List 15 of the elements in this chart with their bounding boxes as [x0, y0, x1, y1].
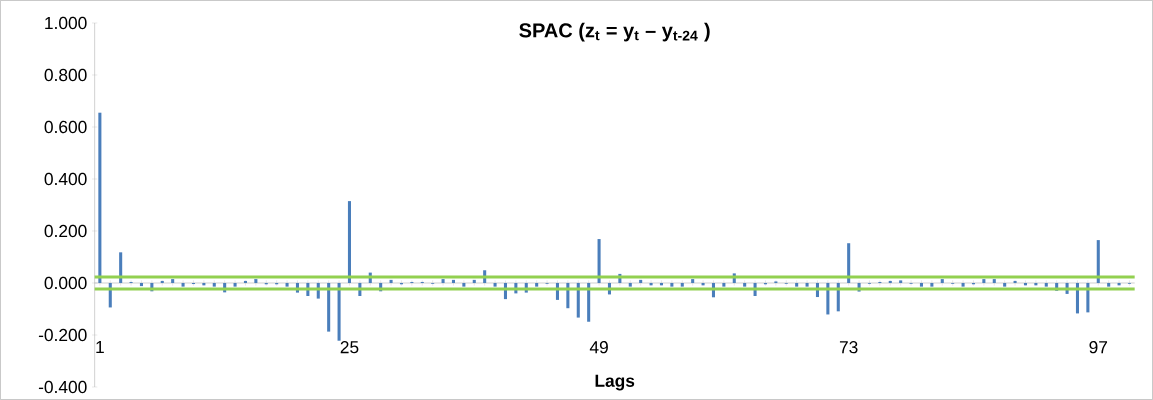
chart-title: SPAC (z$_{t}$ = y$_{t}$ – y$_{t-24}$ ) [519, 22, 710, 42]
x-tick-label: 1 [96, 341, 104, 353]
y-tick-label: 0.600 [44, 120, 87, 134]
x-tick-label: 97 [1089, 341, 1108, 354]
y-tick-label: -0.200 [38, 328, 87, 342]
x-tick-label: 49 [589, 341, 608, 354]
x-tick-label: 73 [839, 341, 858, 354]
y-tick-label: 1.000 [45, 16, 87, 30]
y-tick-label: 0.800 [44, 68, 87, 82]
x-axis-title: Lags [595, 374, 635, 391]
y-tick-label: 0.400 [44, 172, 87, 186]
y-tick-label: 0.000 [44, 276, 87, 290]
y-tick-label: 0.200 [44, 224, 87, 238]
x-tick-label: 25 [340, 341, 359, 354]
y-tick-label: -0.400 [38, 380, 87, 394]
